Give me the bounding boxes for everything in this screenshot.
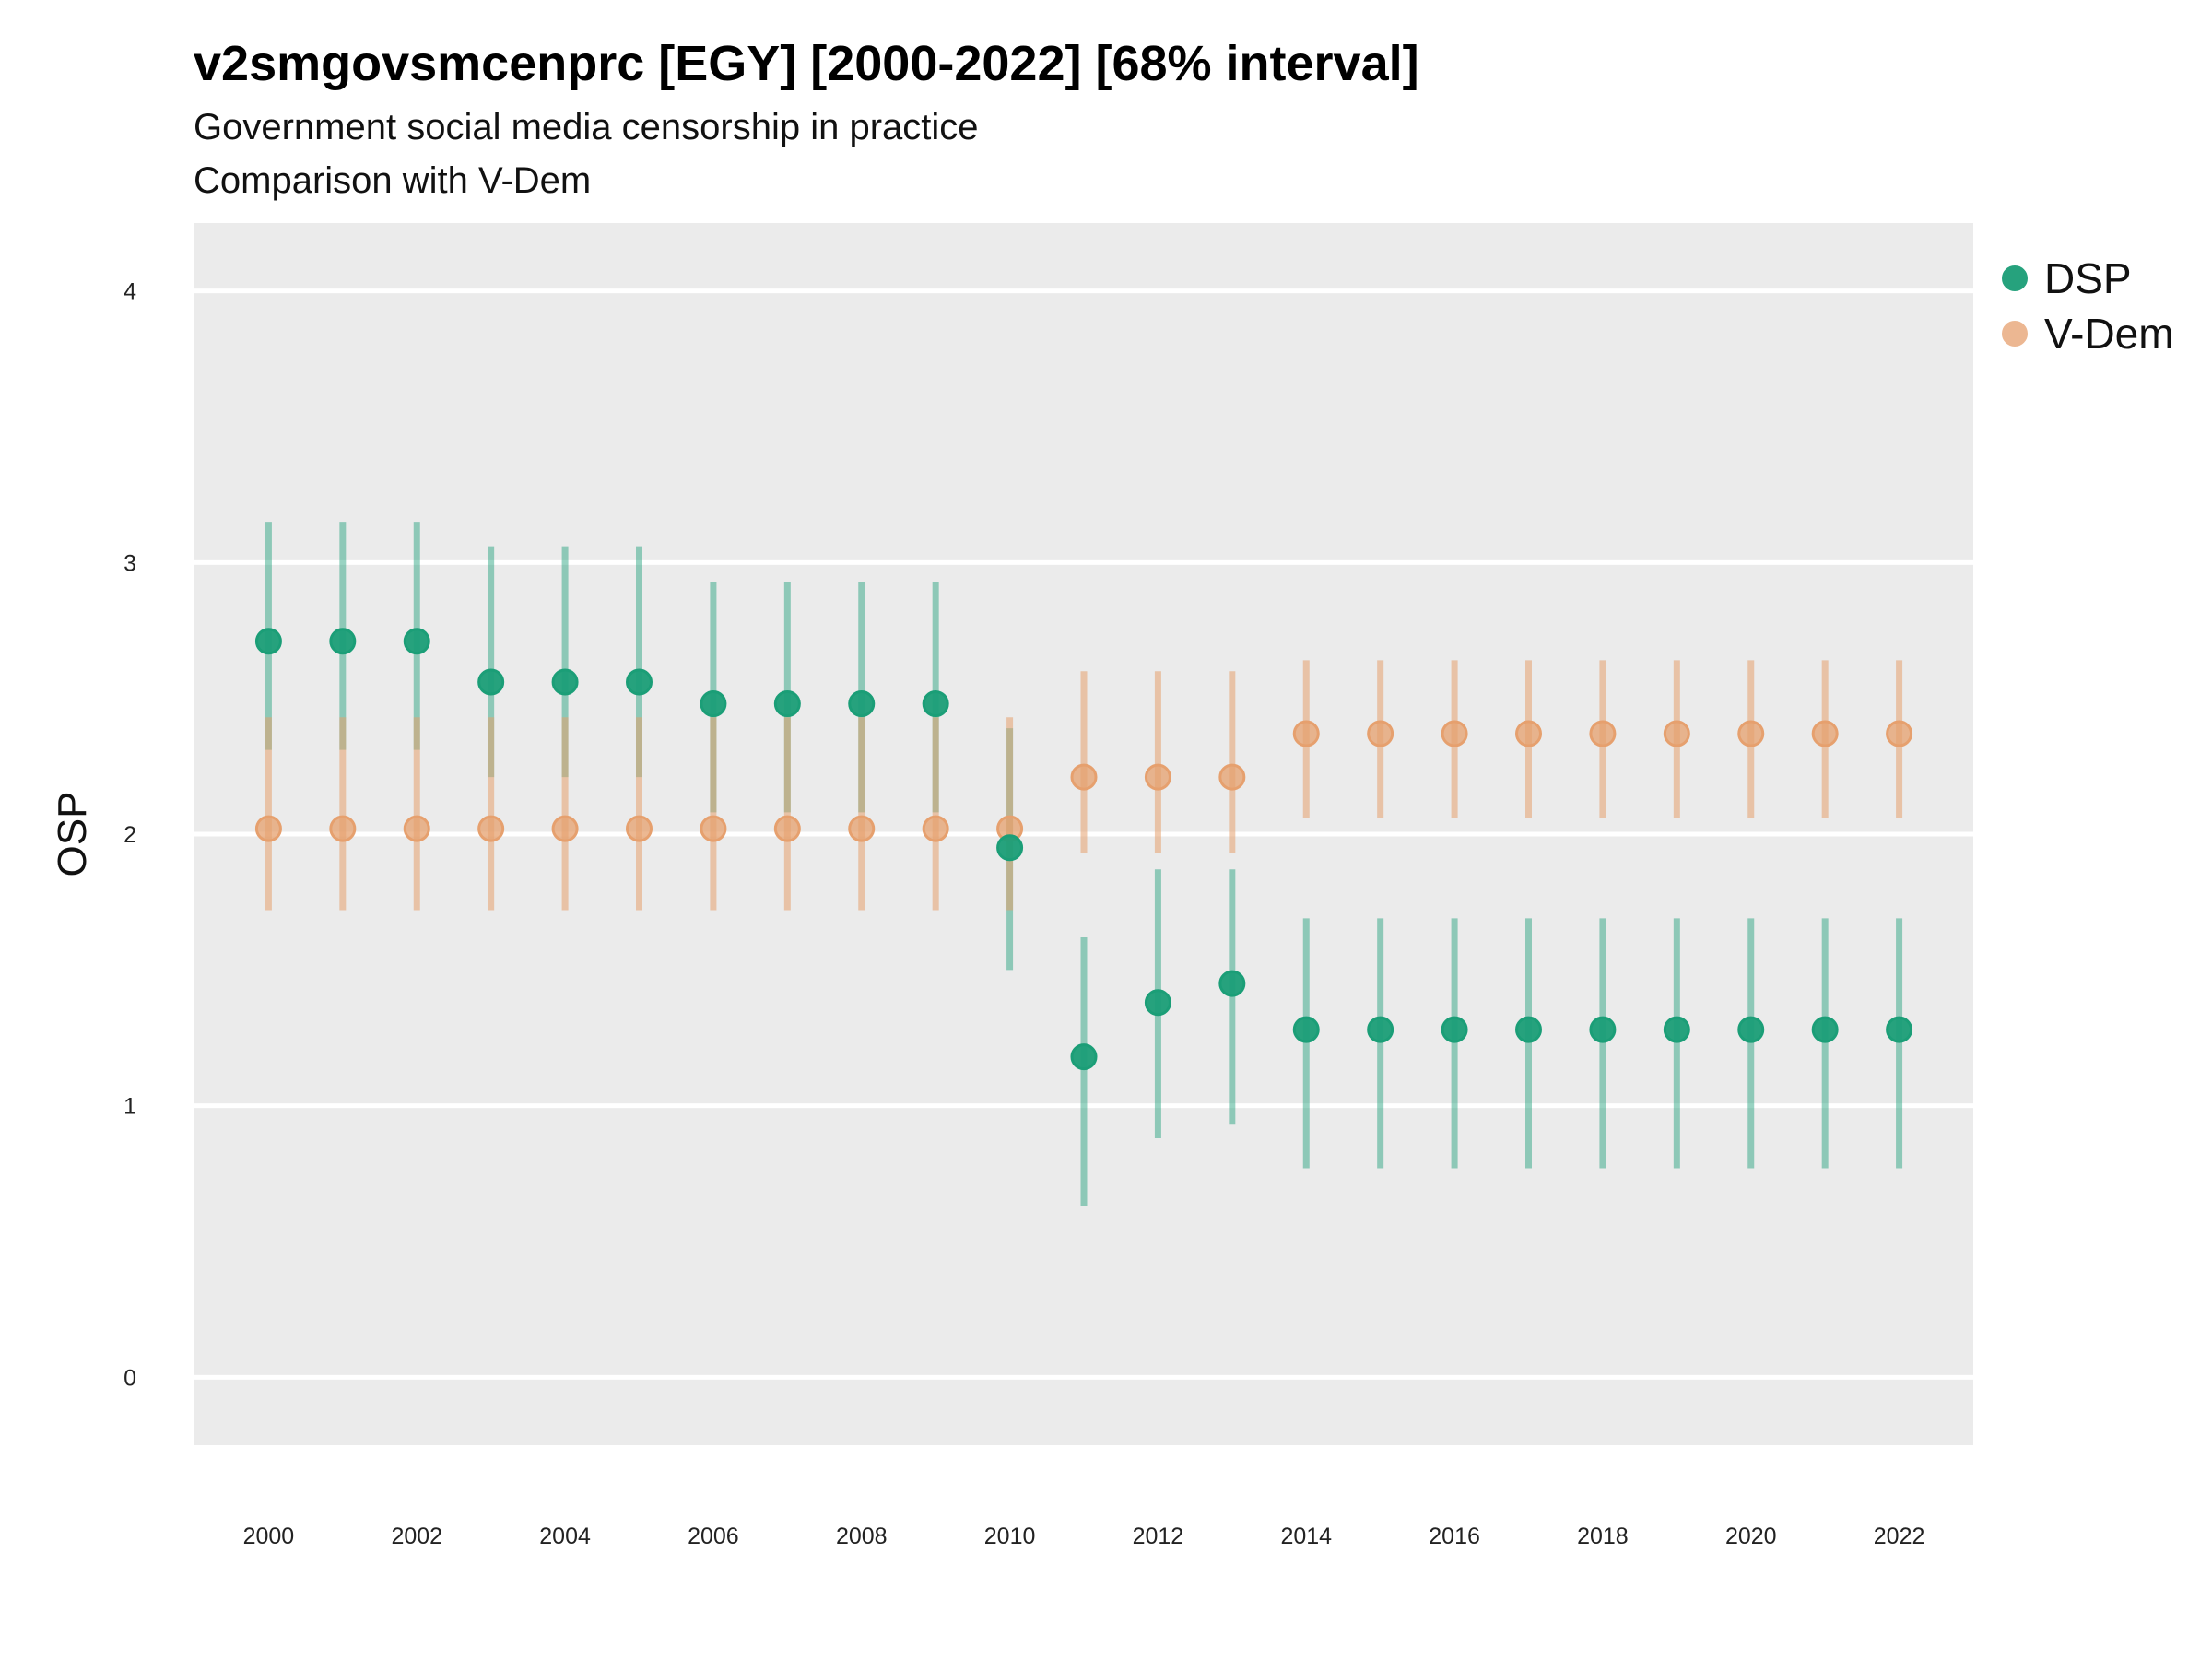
data-point-vdem — [1218, 763, 1246, 791]
y-tick-labels: 0 1 2 3 4 — [124, 279, 136, 1392]
data-point-dsp — [922, 690, 949, 718]
x-tick-label: 2016 — [1429, 1524, 1480, 1549]
y-tick-label: 2 — [124, 822, 136, 848]
data-point-dsp — [254, 628, 282, 655]
chart-subtitle: Government social media censorship in pr… — [194, 107, 979, 147]
data-point-dsp — [1070, 1043, 1098, 1071]
x-tick-label: 2004 — [539, 1524, 591, 1549]
data-point-vdem — [254, 815, 282, 842]
x-tick-label: 2020 — [1725, 1524, 1777, 1549]
data-point-vdem — [1441, 720, 1468, 747]
x-tick-label: 2010 — [984, 1524, 1036, 1549]
x-tick-label: 2018 — [1577, 1524, 1629, 1549]
y-tick-label: 1 — [124, 1094, 136, 1120]
data-point-dsp — [700, 690, 727, 718]
x-tick-label: 2008 — [836, 1524, 888, 1549]
legend-vdem-label: V-Dem — [2044, 310, 2174, 358]
data-point-vdem — [1886, 720, 1913, 747]
data-point-dsp — [551, 668, 579, 696]
data-points — [254, 628, 1913, 1071]
data-point-vdem — [1144, 763, 1171, 791]
y-axis-label: OSP — [50, 792, 95, 877]
data-point-vdem — [848, 815, 876, 842]
legend: DSP V-Dem — [2002, 251, 2174, 361]
data-point-dsp — [403, 628, 430, 655]
legend-item-dsp: DSP — [2002, 251, 2174, 306]
data-point-dsp — [477, 668, 505, 696]
data-point-dsp — [996, 834, 1024, 862]
x-tick-label: 2012 — [1133, 1524, 1184, 1549]
data-point-vdem — [403, 815, 430, 842]
data-point-vdem — [477, 815, 505, 842]
data-point-vdem — [329, 815, 357, 842]
grid-lines — [194, 288, 1973, 1380]
x-tick-label: 2002 — [391, 1524, 442, 1549]
legend-item-vdem: V-Dem — [2002, 306, 2174, 361]
data-point-vdem — [1663, 720, 1690, 747]
data-point-vdem — [700, 815, 727, 842]
data-point-dsp — [1515, 1016, 1542, 1043]
data-point-vdem — [773, 815, 801, 842]
data-point-dsp — [848, 690, 876, 718]
data-point-dsp — [1144, 989, 1171, 1017]
data-point-dsp — [1441, 1016, 1468, 1043]
legend-dsp-label: DSP — [2044, 254, 2132, 302]
y-tick-label: 3 — [124, 550, 136, 576]
data-point-vdem — [1515, 720, 1542, 747]
data-point-dsp — [329, 628, 357, 655]
x-tick-labels: 2000 2002 2004 2006 2008 2010 2012 2014 2016 2018… — [243, 1524, 1925, 1549]
legend-dsp-marker — [2002, 265, 2028, 291]
data-point-vdem — [551, 815, 579, 842]
data-point-dsp — [1367, 1016, 1394, 1043]
data-point-dsp — [1886, 1016, 1913, 1043]
data-point-dsp — [1663, 1016, 1690, 1043]
data-point-dsp — [1292, 1016, 1320, 1043]
x-tick-label: 2022 — [1874, 1524, 1925, 1549]
data-point-vdem — [922, 815, 949, 842]
data-point-dsp — [1218, 970, 1246, 997]
data-point-dsp — [626, 668, 653, 696]
data-point-dsp — [1737, 1016, 1765, 1043]
x-tick-label: 2006 — [688, 1524, 739, 1549]
data-point-vdem — [1737, 720, 1765, 747]
x-tick-label: 2000 — [243, 1524, 295, 1549]
data-point-vdem — [1367, 720, 1394, 747]
y-tick-label: 4 — [124, 279, 136, 305]
data-point-vdem — [1292, 720, 1320, 747]
chart-subtitle-comparison: Comparison with V-Dem — [194, 160, 592, 201]
data-point-vdem — [1589, 720, 1617, 747]
data-point-dsp — [1811, 1016, 1839, 1043]
legend-vdem-marker — [2002, 321, 2028, 347]
data-point-vdem — [1811, 720, 1839, 747]
data-point-dsp — [773, 690, 801, 718]
data-point-vdem — [1070, 763, 1098, 791]
data-point-dsp — [1589, 1016, 1617, 1043]
x-tick-label: 2014 — [1280, 1524, 1332, 1549]
data-point-vdem — [626, 815, 653, 842]
chart-title: v2smgovsmcenprc [EGY] [2000-2022] [68% i… — [194, 36, 1419, 91]
y-tick-label: 0 — [124, 1365, 136, 1391]
